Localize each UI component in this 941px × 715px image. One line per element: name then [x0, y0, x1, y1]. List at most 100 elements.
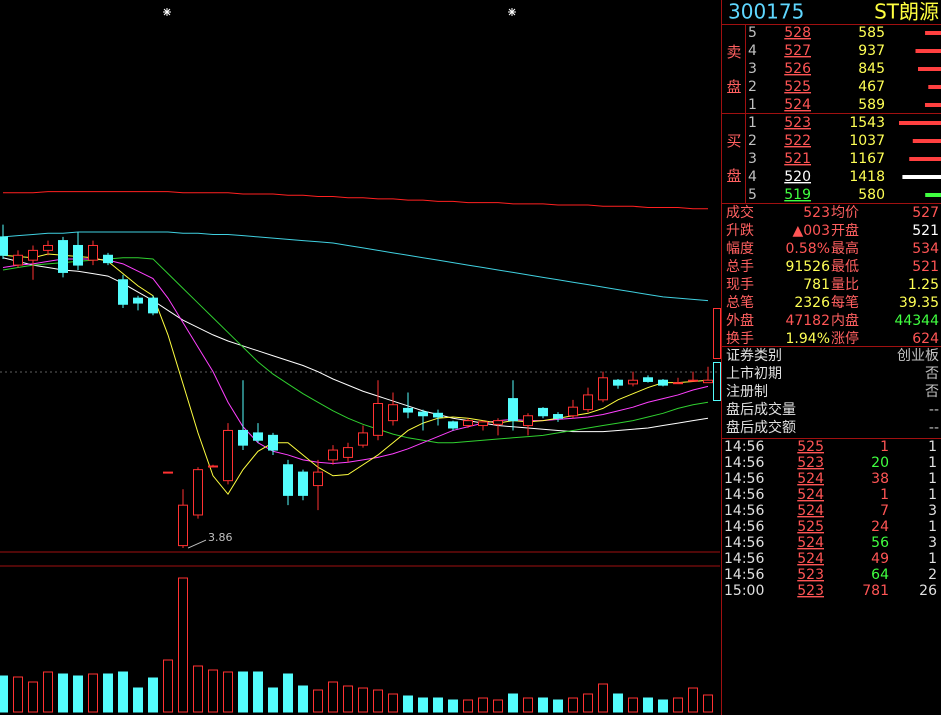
stat-value: 2326: [794, 295, 830, 311]
moving-average: [2, 257, 709, 433]
candle-body: [658, 379, 668, 386]
candle-body: [613, 379, 623, 386]
volume-bar: [58, 673, 68, 713]
stat-value: 523: [803, 205, 830, 221]
tick-count: 1: [928, 551, 937, 567]
info-value: --: [929, 420, 939, 436]
candle-body: [583, 394, 593, 411]
stat-value: 39.35: [899, 295, 939, 311]
stat-value: 521: [912, 259, 939, 275]
candle-body: [0, 236, 8, 256]
book-level: 3: [748, 151, 757, 167]
volume-bar: [388, 693, 398, 713]
tick-price: 523: [797, 455, 824, 471]
tick-price: 525: [797, 439, 824, 455]
candle-body: [43, 244, 53, 251]
book-volume: 580: [858, 187, 885, 203]
stat-label: 量比: [831, 277, 859, 293]
volume-bar: [283, 673, 293, 713]
candle-body: [88, 244, 98, 261]
candle-body: [298, 471, 308, 496]
candle-body: [193, 469, 203, 516]
book-volume: 589: [858, 97, 885, 113]
volume-bar: [268, 687, 278, 713]
book-price: 526: [784, 61, 811, 77]
volume-bar: [448, 699, 458, 713]
stat-value: 0.58%: [786, 241, 830, 257]
volume-bar: [418, 697, 428, 713]
book-level: 2: [748, 133, 757, 149]
volume-bar: [583, 693, 593, 713]
volume-bar: [688, 687, 698, 713]
candle-body: [358, 432, 368, 446]
tick-volume: 64: [871, 567, 889, 583]
volume-bar: [538, 697, 548, 713]
candle-body: [373, 403, 383, 436]
volume-bar: [238, 671, 248, 713]
tick-price: 524: [797, 535, 824, 551]
tick-time: 14:56: [724, 503, 764, 519]
stat-value: 1.94%: [786, 331, 830, 347]
stat-value: 781: [803, 277, 830, 293]
stat-value: 527: [912, 205, 939, 221]
volume-bar: [88, 673, 98, 713]
book-volume-bar: [899, 121, 941, 125]
volume-bar: [178, 577, 188, 713]
book-price: 521: [784, 151, 811, 167]
volume-bar: [478, 697, 488, 713]
candle-body: [268, 434, 278, 451]
stat-label: 幅度: [726, 241, 754, 257]
volume-bar: [193, 665, 203, 713]
volume-bar: [658, 699, 668, 713]
candle-body: [58, 240, 68, 273]
volume-bar: [0, 675, 8, 713]
info-value: 否: [925, 366, 939, 382]
info-label: 证券类别: [726, 348, 782, 364]
book-volume-bar: [912, 139, 941, 143]
book-volume: 1037: [849, 133, 885, 149]
stat-value: 521: [912, 223, 939, 239]
tick-time: 14:56: [724, 535, 764, 551]
volume-bar: [568, 697, 578, 713]
book-volume-bar: [909, 157, 941, 161]
stat-label: 涨停: [831, 330, 859, 347]
book-volume-bar: [925, 31, 941, 35]
book-price: 522: [784, 133, 811, 149]
volume-bar: [703, 694, 713, 713]
stock-name: ST朗源: [874, 0, 939, 24]
marker: [163, 8, 171, 16]
book-level: 3: [748, 61, 757, 77]
tick-price: 525: [797, 519, 824, 535]
candle-body: [148, 297, 158, 314]
candle-body: [283, 464, 293, 496]
annotation-leader: [187, 539, 207, 549]
volume-bar: [553, 699, 563, 713]
candle-body: [463, 420, 473, 427]
book-volume-bar: [902, 175, 941, 179]
stat-label: 换手: [726, 330, 754, 347]
candle-body: [313, 471, 323, 487]
book-level: 1: [748, 97, 757, 113]
volume-bar: [403, 695, 413, 713]
info-label: 盘后成交额: [726, 419, 796, 436]
book-level: 4: [748, 169, 757, 185]
stat-value: ▲003: [793, 223, 831, 239]
tick-time: 14:56: [724, 471, 764, 487]
volume-bar: [628, 697, 638, 713]
stat-label: 均价: [831, 205, 859, 221]
tick-volume: 781: [862, 583, 889, 599]
tick-time: 14:56: [724, 455, 764, 471]
tick-volume: 38: [871, 471, 889, 487]
stat-value: 534: [912, 241, 939, 257]
volume-bar: [253, 671, 263, 713]
candle-body: [118, 279, 128, 305]
tick-count: 1: [928, 455, 937, 471]
volume-bar: [313, 689, 323, 713]
tick-price: 523: [797, 583, 824, 599]
volume-bar: [508, 693, 518, 713]
candle-body: [523, 415, 533, 427]
candle-body: [178, 504, 188, 547]
tick-price: 524: [797, 503, 824, 519]
tick-time: 14:56: [724, 567, 764, 583]
candle-body: [568, 406, 578, 417]
